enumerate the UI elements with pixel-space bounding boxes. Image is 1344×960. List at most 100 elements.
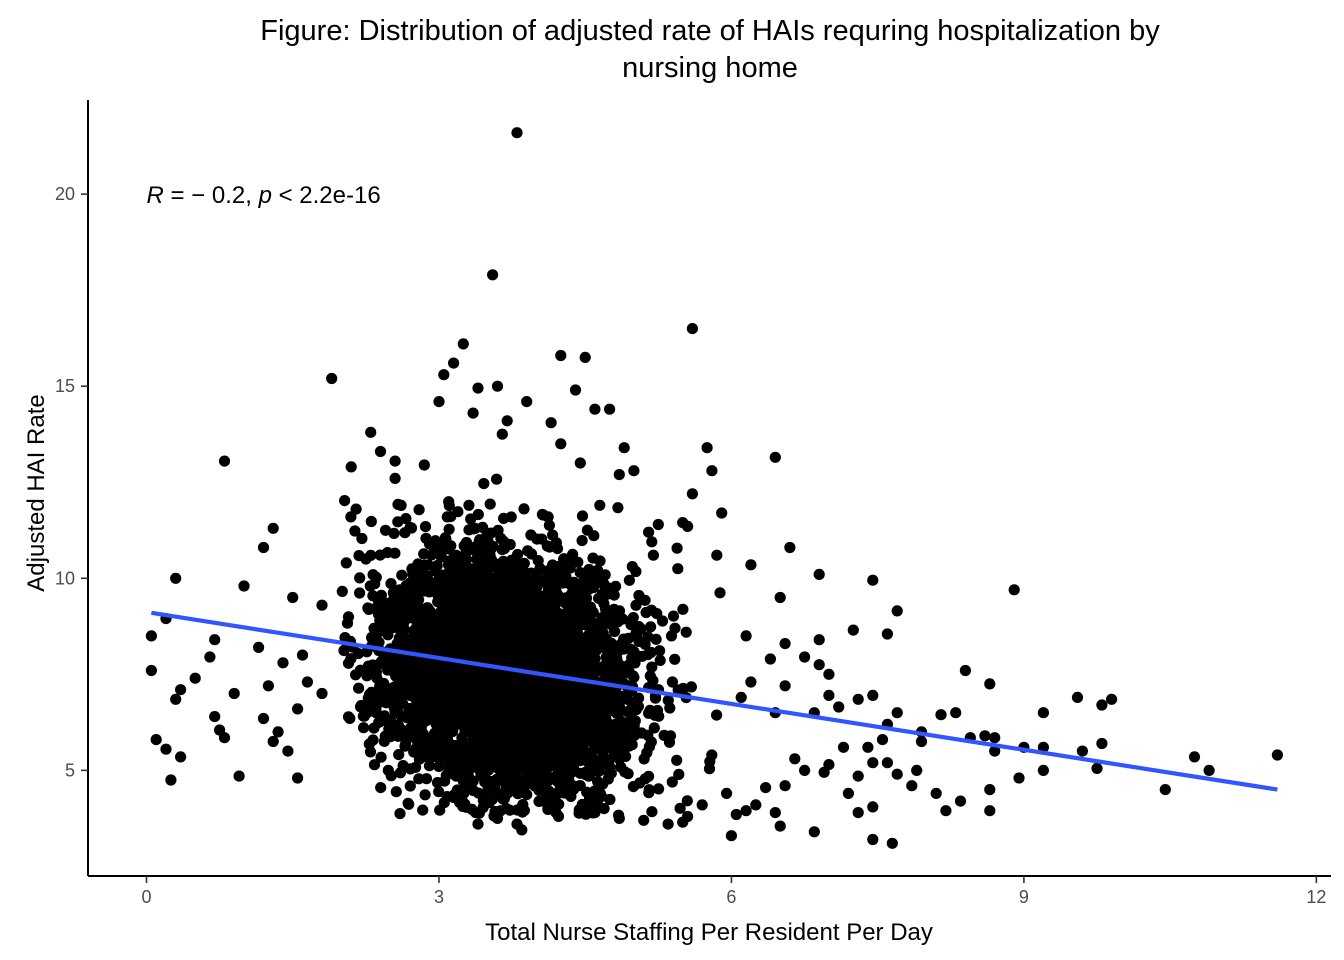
scatter-point <box>419 740 431 752</box>
scatter-point <box>673 768 685 781</box>
scatter-point <box>1159 784 1171 796</box>
scatter-point <box>536 508 549 521</box>
scatter-point <box>419 789 431 801</box>
scatter-point <box>646 536 658 548</box>
scatter-point <box>488 692 500 704</box>
scatter-point <box>471 761 483 774</box>
scatter-point <box>557 616 570 628</box>
scatter-point <box>711 549 723 561</box>
scatter-point <box>950 707 962 719</box>
scatter-point <box>209 711 221 723</box>
scatter-point <box>539 783 551 795</box>
scatter-point <box>779 680 791 692</box>
scatter-point <box>567 691 580 704</box>
scatter-point <box>253 641 265 654</box>
scatter-point <box>583 795 595 807</box>
scatter-point <box>891 768 903 780</box>
scatter-point <box>365 549 377 562</box>
scatter-point <box>507 630 519 642</box>
x-tick-label: 0 <box>141 887 151 907</box>
scatter-point <box>837 741 850 753</box>
scatter-point <box>554 765 566 778</box>
scatter-point <box>385 578 397 590</box>
scatter-point <box>456 795 468 807</box>
scatter-point <box>867 574 879 586</box>
scatter-point <box>393 591 406 603</box>
scatter-point <box>662 694 674 706</box>
scatter-point <box>548 718 560 730</box>
scatter-point <box>1096 737 1108 750</box>
scatter-point <box>592 776 604 788</box>
scatter-point <box>813 634 825 646</box>
scatter-point <box>548 705 561 717</box>
scatter-point <box>867 689 879 702</box>
scatter-point <box>385 770 397 782</box>
scatter-point <box>344 712 356 725</box>
scatter-point <box>353 682 365 694</box>
scatter-point <box>527 636 540 648</box>
scatter-point <box>392 719 404 731</box>
scatter-point <box>609 606 621 618</box>
scatter-point <box>461 691 473 703</box>
scatter-point <box>643 784 655 796</box>
scatter-point <box>418 459 430 471</box>
scatter-point <box>277 657 289 669</box>
scatter-point <box>408 746 420 758</box>
scatter-point <box>467 681 480 693</box>
scatter-point <box>572 620 584 632</box>
scatter-point <box>552 776 564 788</box>
scatter-point <box>586 663 598 675</box>
scatter-point <box>400 513 412 525</box>
scatter-point <box>469 522 481 535</box>
scatter-point <box>417 804 429 816</box>
scatter-point <box>478 645 490 658</box>
scatter-point <box>539 628 551 640</box>
scatter-point <box>638 753 650 765</box>
scatter-point <box>644 670 656 682</box>
correlation-annotation: R = − 0.2, p < 2.2e-16 <box>146 182 380 209</box>
scatter-point <box>630 599 642 611</box>
scatter-point <box>375 751 387 763</box>
scatter-point <box>1037 741 1049 753</box>
scatter-point <box>267 735 279 748</box>
scatter-point <box>589 807 601 819</box>
scatter-point <box>460 618 472 630</box>
scatter-point <box>413 504 425 516</box>
scatter-point <box>642 729 654 741</box>
scatter-point <box>501 415 513 427</box>
scatter-point <box>361 700 373 712</box>
scatter-point <box>471 615 483 627</box>
scatter-point <box>881 628 894 640</box>
x-axis-title: Total Nurse Staffing Per Resident Per Da… <box>485 919 933 946</box>
scatter-point <box>740 630 752 642</box>
scatter-point <box>352 648 364 660</box>
scatter-point <box>373 691 385 703</box>
scatter-point <box>165 774 177 786</box>
scatter-point <box>358 722 370 734</box>
scatter-point <box>666 676 679 688</box>
scatter-point <box>422 709 434 721</box>
scatter-point <box>1037 707 1049 719</box>
scatter-point <box>503 677 515 690</box>
scatter-point <box>431 777 444 789</box>
scatter-point <box>496 742 508 754</box>
scatter-point <box>419 581 431 593</box>
scatter-point <box>677 816 689 828</box>
scatter-point <box>561 563 573 575</box>
scatter-point <box>407 591 419 603</box>
scatter-point <box>428 635 440 647</box>
scatter-point <box>498 617 510 630</box>
scatter-point <box>467 407 479 419</box>
scatter-point <box>520 744 532 757</box>
scatter-point <box>389 665 402 677</box>
scatter-point <box>473 807 485 819</box>
scatter-point <box>576 535 588 547</box>
scatter-point <box>559 716 571 728</box>
scatter-point <box>685 681 698 693</box>
scatter-point <box>579 351 591 363</box>
scatter-point <box>574 567 586 579</box>
scatter-point <box>599 725 612 737</box>
scatter-point <box>472 625 484 637</box>
scatter-point <box>356 532 368 545</box>
